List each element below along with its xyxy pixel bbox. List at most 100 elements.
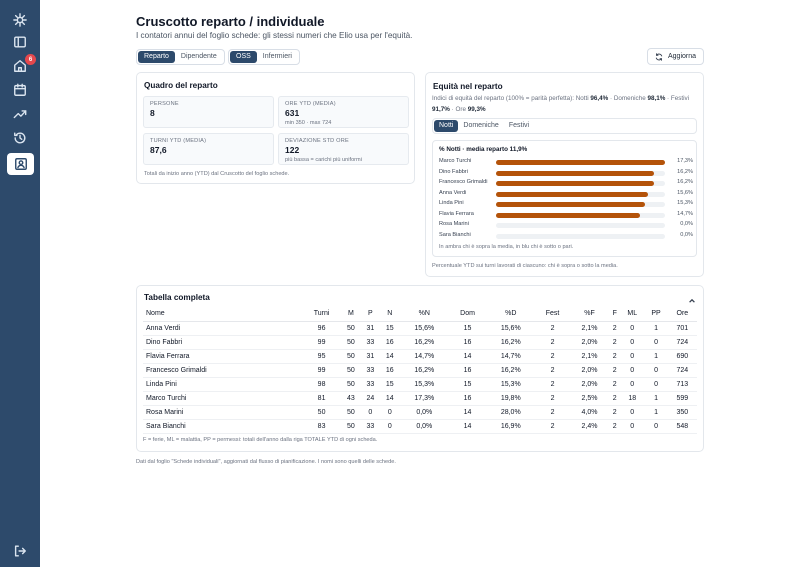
equity-description: Indici di equità del reparto (100% = par… (432, 94, 694, 115)
sidebar: 6 (0, 0, 40, 567)
chart-heading: % Notti · media reparto 11,9% (439, 146, 528, 153)
table-cell: 599 (667, 391, 697, 406)
table-cell: 1 (644, 391, 668, 406)
kpi-persone: PERSONE 8 (143, 96, 274, 128)
table-cell: 81 (301, 391, 342, 406)
table-cell: 0 (620, 377, 645, 392)
user-card-icon[interactable] (7, 153, 34, 175)
table-cell: 2 (535, 391, 570, 406)
tab-domeniche[interactable]: Domeniche (463, 122, 499, 129)
desc-text: Indici di equità del reparto (100% = par… (432, 95, 591, 102)
column-header: P (360, 306, 381, 322)
table-cell: 50 (341, 321, 361, 336)
column-header: Turni (301, 306, 342, 322)
sidebar-toggle-icon[interactable] (8, 31, 32, 53)
table-cell: 2 (609, 405, 621, 420)
chart-bar (496, 202, 646, 207)
chart-bar-label: Anna Verdi (439, 189, 467, 196)
table-row: Sara Bianchi 83 50 33 0 0,0% 14 16,9% 2 2,4% 2 0 0 54… (143, 419, 697, 434)
table-cell: Flavia Ferrara (143, 349, 302, 364)
table-cell: 2 (535, 363, 570, 378)
view-option-reparto[interactable]: Reparto (138, 51, 175, 63)
chart-bar-track (496, 223, 665, 228)
table-cell: 16 (449, 363, 486, 378)
table-cell: 690 (667, 349, 697, 364)
table-cell: 2 (535, 349, 570, 364)
table-note: F = ferie, ML = malattia, PP = permessi:… (143, 437, 378, 443)
table-cell: 15,6% (485, 321, 536, 336)
table-cell: Rosa Marini (143, 405, 302, 420)
table-cell: 4,0% (569, 405, 610, 420)
table-cell: 18 (620, 391, 645, 406)
calendar-icon[interactable] (8, 79, 32, 101)
chart-bar-row: Flavia Ferrara 14,7% (439, 210, 693, 220)
table-cell: 16,2% (485, 363, 536, 378)
table-cell: 1 (644, 321, 668, 336)
equity-notti-value: 96,4% (590, 95, 609, 102)
table-body: Anna Verdi 96 50 31 15 15,6% 15 15,6% 2 2,1% 2 0 1 70… (143, 321, 697, 434)
table-cell: 0 (620, 405, 645, 420)
table-cell: 2 (535, 419, 570, 434)
table-cell: 83 (301, 419, 342, 434)
chevron-up-icon[interactable] (688, 292, 696, 303)
table-cell: 15,3% (399, 377, 450, 392)
table-cell: 33 (360, 335, 381, 350)
chart-bar-label: Flavia Ferrara (439, 210, 474, 217)
chart-bar-row: Francesco Grimaldi 16,2% (439, 178, 693, 188)
table-cell: 99 (301, 335, 342, 350)
table-cell: 2,1% (569, 321, 610, 336)
table-cell: 15,3% (485, 377, 536, 392)
table-cell: 2 (609, 377, 621, 392)
column-header: Ore (667, 306, 697, 322)
table-row: Marco Turchi 81 43 24 14 17,3% 16 19,8% 2 2,5% 2 18… (143, 391, 697, 406)
role-option-oss[interactable]: OSS (230, 51, 257, 63)
table-cell: 0 (644, 335, 668, 350)
table-cell: 50 (341, 335, 361, 350)
refresh-button[interactable]: Aggiorna (647, 48, 704, 65)
column-header: Fest (535, 306, 570, 322)
view-option-dipendente[interactable]: Dipendente (180, 53, 217, 60)
table-header-row: Nome Turni M P N %N Dom %D Fest %F F ML PP Ore (143, 306, 697, 322)
logo-icon[interactable] (8, 9, 32, 31)
table-cell: 14,7% (485, 349, 536, 364)
logout-icon[interactable] (8, 540, 32, 562)
table-cell: 16,2% (399, 363, 450, 378)
history-icon[interactable] (8, 127, 32, 149)
table-cell: 2 (535, 321, 570, 336)
trending-icon[interactable] (8, 103, 32, 125)
page-footer: Dati dal foglio "Schede individuali", ag… (136, 459, 396, 465)
notification-badge: 6 (25, 54, 36, 65)
table-cell: 99 (301, 363, 342, 378)
role-option-infermieri[interactable]: Infermieri (262, 53, 292, 60)
chart-bar-label: Linda Pini (439, 200, 464, 206)
chart-bar-value: 0,0% (680, 231, 693, 238)
table-cell: 50 (341, 363, 361, 378)
table-cell: 15 (380, 377, 400, 392)
column-header: M (341, 306, 361, 322)
tab-notti[interactable]: Notti (434, 120, 459, 132)
table-cell: 16,2% (399, 335, 450, 350)
table-cell: 33 (360, 419, 381, 434)
table-cell: 2 (609, 335, 621, 350)
table-cell: 0 (644, 363, 668, 378)
desc-text: · Domeniche (608, 95, 648, 102)
refresh-label: Aggiorna (667, 53, 697, 60)
table-cell: 14 (449, 419, 486, 434)
table-cell: 2,0% (569, 335, 610, 350)
chart-bar-track (496, 202, 665, 207)
chart-bar (496, 191, 649, 197)
column-header: F (609, 306, 621, 322)
overview-card: Quadro del reparto PERSONE 8 ORE YTD (ME… (136, 72, 415, 184)
tab-festivi[interactable]: Festivi (508, 122, 530, 129)
equity-title: Equità nel reparto (433, 82, 503, 91)
table-cell: 95 (301, 349, 342, 364)
table-cell: 2 (535, 405, 570, 420)
column-header: %N (399, 306, 450, 322)
desc-text: · Ore (449, 105, 468, 113)
chart-bar-track (496, 160, 665, 165)
home-icon[interactable] (8, 55, 32, 77)
table-cell: 2 (535, 377, 570, 392)
table-cell: Dino Fabbri (143, 335, 302, 350)
table-cell: 33 (360, 377, 381, 392)
kpi-deviazione-std: DEVIAZIONE STD ORE 122 più bassa = caric… (278, 133, 409, 165)
